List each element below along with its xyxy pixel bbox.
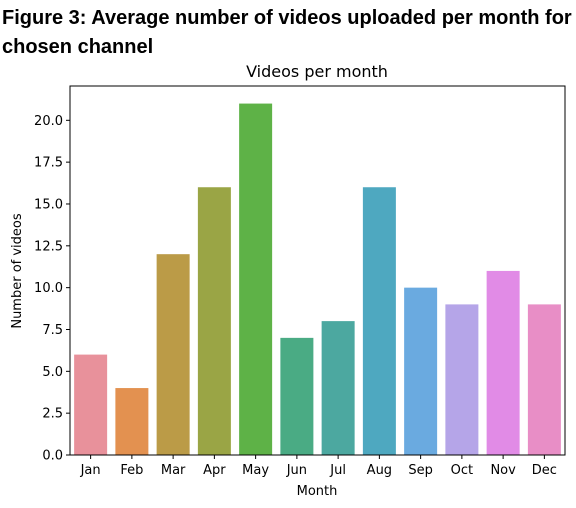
x-tick-label: Mar	[161, 463, 186, 478]
y-tick-label: 20.0	[34, 114, 63, 129]
y-axis-ticks: 0.0 2.5 5.0 7.5 10.0 12.5 15.0 17.5 20.0	[34, 114, 70, 464]
bar-jul	[321, 321, 355, 455]
bar-oct	[445, 304, 479, 455]
y-tick-label: 2.5	[42, 407, 63, 422]
bar-nov	[486, 270, 520, 455]
bar-jun	[280, 337, 314, 455]
x-tick-label: Apr	[203, 463, 226, 478]
y-axis-label: Number of videos	[10, 213, 25, 329]
y-tick-label: 7.5	[42, 323, 63, 338]
y-tick-label: 15.0	[34, 197, 63, 212]
bar-may	[239, 103, 273, 455]
x-tick-label: Oct	[451, 463, 473, 478]
bar-jan	[74, 354, 108, 455]
x-tick-label: May	[242, 463, 269, 478]
y-tick-label: 17.5	[34, 156, 63, 171]
y-tick-label: 0.0	[42, 449, 63, 464]
x-tick-label: Jan	[80, 463, 101, 478]
bar-dec	[527, 304, 561, 455]
x-tick-label: Jul	[329, 463, 346, 478]
bar-aug	[362, 187, 396, 456]
x-tick-label: Dec	[532, 463, 557, 478]
x-tick-label: Aug	[367, 463, 392, 478]
chart-title: Videos per month	[246, 62, 388, 81]
y-tick-label: 10.0	[34, 281, 63, 296]
bar-feb	[115, 388, 149, 455]
x-tick-label: Jun	[286, 463, 307, 478]
x-axis-ticks: Jan Feb Mar Apr May Jun Jul Aug Sep Oct Nov Dec	[80, 455, 557, 478]
x-axis-label: Month	[297, 484, 338, 499]
figure-caption: Figure 3: Average number of videos uploa…	[2, 7, 572, 58]
bar-mar	[156, 254, 190, 455]
bars-group	[74, 103, 561, 456]
x-tick-label: Feb	[120, 463, 143, 478]
y-tick-label: 12.5	[34, 239, 63, 254]
x-tick-label: Sep	[408, 463, 433, 478]
bar-apr	[197, 187, 231, 456]
bar-sep	[404, 287, 438, 455]
plot-frame	[69, 85, 566, 456]
x-tick-label: Nov	[490, 463, 516, 478]
y-tick-label: 5.0	[42, 365, 63, 380]
